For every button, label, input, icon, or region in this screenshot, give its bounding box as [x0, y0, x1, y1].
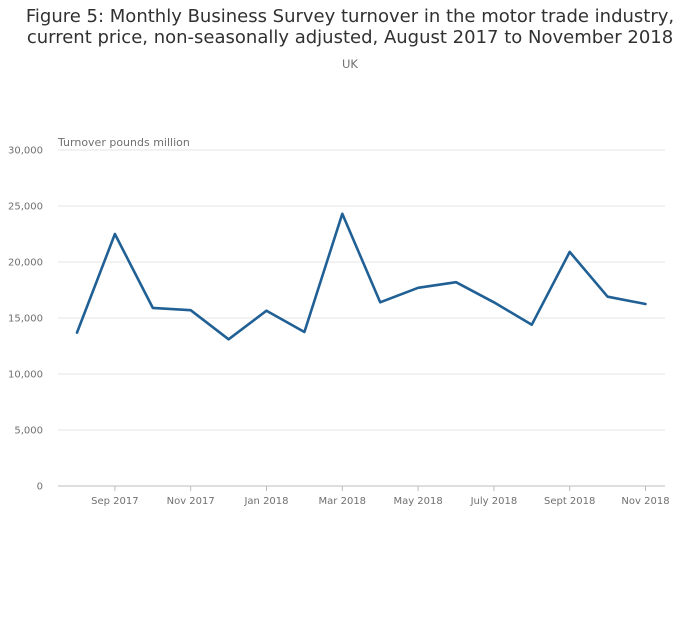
- x-tick-label: Sep 2017: [91, 496, 138, 507]
- data-point: [378, 300, 382, 304]
- series-line: [75, 212, 647, 341]
- data-point: [75, 331, 79, 335]
- data-point: [644, 302, 648, 306]
- y-tick-label: 20,000: [8, 258, 43, 269]
- y-tick-label: 10,000: [8, 370, 43, 381]
- y-tick-label: 25,000: [8, 202, 43, 213]
- x-tick-label: May 2018: [393, 496, 442, 507]
- data-point: [189, 308, 193, 312]
- y-tick-label: 5,000: [14, 426, 43, 437]
- data-point: [151, 306, 155, 310]
- y-tick-label: 0: [37, 482, 43, 493]
- chart-subtitle: UK: [342, 57, 358, 71]
- data-point: [568, 250, 572, 254]
- chart-title: Figure 5: Monthly Business Survey turnov…: [25, 6, 675, 48]
- x-tick-label: Nov 2017: [167, 496, 215, 507]
- x-tick-label: Nov 2018: [621, 496, 669, 507]
- data-point: [416, 286, 420, 290]
- data-point: [492, 300, 496, 304]
- x-tick-label: Mar 2018: [319, 496, 367, 507]
- y-tick-label: 15,000: [8, 314, 43, 325]
- data-point: [113, 232, 117, 236]
- data-point: [227, 337, 231, 341]
- y-axis-label: Turnover pounds million: [57, 136, 190, 149]
- y-tick-label: 30,000: [8, 146, 43, 157]
- x-tick-label: Sept 2018: [544, 496, 595, 507]
- data-point: [340, 212, 344, 216]
- data-point: [265, 309, 269, 313]
- data-point: [302, 330, 306, 334]
- x-tick-label: July 2018: [470, 496, 518, 507]
- data-point: [454, 280, 458, 284]
- x-tick-label: Jan 2018: [243, 496, 288, 507]
- data-point: [530, 323, 534, 327]
- data-point: [606, 295, 610, 299]
